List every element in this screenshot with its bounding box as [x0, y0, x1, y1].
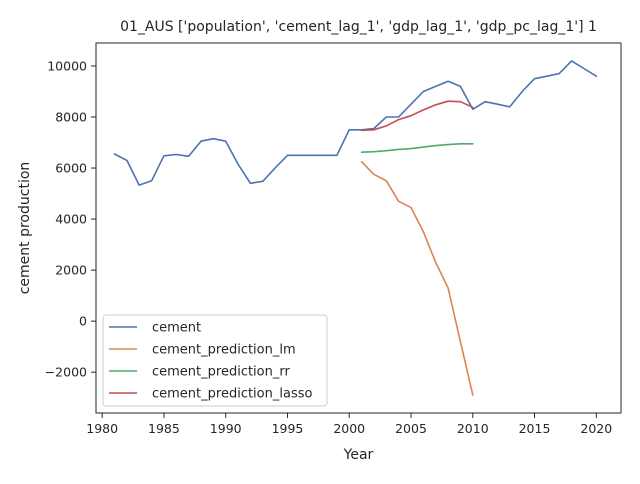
y-axis-label: cement production	[17, 162, 33, 295]
legend-label: cement_prediction_lasso	[152, 387, 312, 402]
y-tick-label: 6000	[55, 161, 87, 176]
legend-box	[102, 314, 328, 407]
legend-label: cement	[152, 321, 201, 336]
x-tick-label: 1995	[272, 421, 304, 436]
x-tick-label: 2010	[457, 421, 489, 436]
legend-label: cement_prediction_lm	[152, 343, 296, 358]
x-tick-label: 2000	[333, 421, 365, 436]
series-line-cement-prediction-rr	[360, 143, 474, 153]
chart-title: 01_AUS ['population', 'cement_lag_1', 'g…	[120, 19, 597, 35]
x-tick-label: 1980	[86, 421, 118, 436]
y-tick-label: 10000	[47, 58, 87, 73]
x-tick-label: 1985	[148, 421, 180, 436]
plot-area	[95, 42, 622, 414]
x-tick-label: 2015	[519, 421, 551, 436]
series-layer	[113, 60, 598, 396]
y-tick-label: −2000	[45, 365, 87, 380]
x-tick-label: 1990	[210, 421, 242, 436]
x-axis-label: Year	[343, 447, 374, 463]
x-tick-label: 2005	[395, 421, 427, 436]
x-tick-label: 2020	[580, 421, 612, 436]
y-tick-label: 2000	[55, 263, 87, 278]
x-axis: 1980 1985 1990 1995 2000 2005 2010 2015 2020	[86, 413, 612, 436]
y-tick-label: 8000	[55, 110, 87, 125]
series-line-cement-prediction-lasso	[360, 100, 474, 132]
legend: cement cement_prediction_lm cement_predict…	[102, 314, 328, 407]
legend-label: cement_prediction_rr	[152, 365, 290, 380]
y-tick-label: 0	[79, 314, 87, 329]
y-axis: −2000 0 2000 4000 6000 8000 10000	[45, 58, 96, 380]
series-line-cement	[113, 60, 598, 186]
y-tick-label: 4000	[55, 212, 87, 227]
plot-frame	[95, 42, 622, 414]
series-line-cement-prediction-lm	[360, 160, 474, 396]
